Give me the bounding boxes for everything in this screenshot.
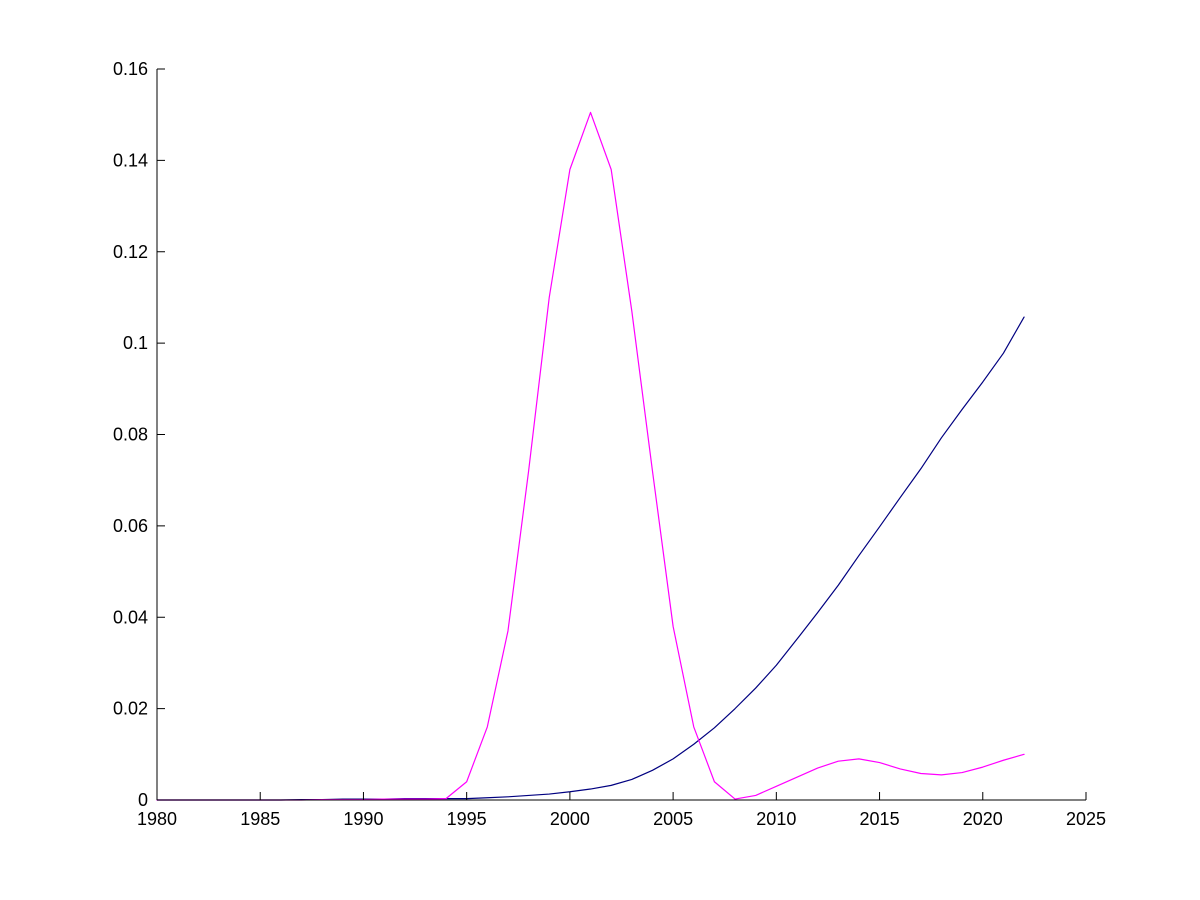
y-tick-label: 0.16 (113, 59, 148, 79)
y-tick-label: 0.06 (113, 516, 148, 536)
x-tick-label: 2010 (756, 809, 796, 829)
x-tick-label: 2005 (653, 809, 693, 829)
y-tick-label: 0.02 (113, 699, 148, 719)
x-tick-label: 2000 (550, 809, 590, 829)
y-tick-label: 0.12 (113, 242, 148, 262)
axes-layer (156, 69, 1086, 801)
series-line-2 (156, 111, 1025, 801)
x-tick-label: 2020 (963, 809, 1003, 829)
series-line-1 (156, 316, 1025, 801)
x-tick-label: 1980 (137, 809, 177, 829)
x-tick-label: 2025 (1066, 809, 1106, 829)
x-tick-label: 2015 (860, 809, 900, 829)
y-tick-label: 0 (138, 790, 148, 810)
y-tick-label: 0.14 (113, 150, 148, 170)
series-layer (156, 111, 1025, 801)
ticks-layer: 1980 1985 1990 1995 2000 2005 2010 2015 2020 2025… (113, 59, 1106, 829)
x-tick-label: 1995 (447, 809, 487, 829)
y-tick-label: 0.08 (113, 425, 148, 445)
x-tick-label: 1985 (240, 809, 280, 829)
x-tick-label: 1990 (343, 809, 383, 829)
y-tick-label: 0.1 (123, 333, 148, 353)
y-tick-label: 0.04 (113, 607, 148, 627)
